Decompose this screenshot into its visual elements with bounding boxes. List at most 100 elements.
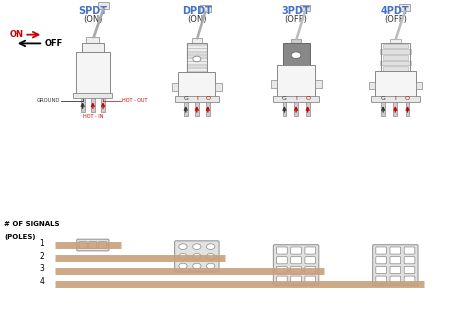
Text: I: I xyxy=(196,96,198,101)
Bar xyxy=(82,43,104,52)
Circle shape xyxy=(192,263,201,269)
Circle shape xyxy=(207,254,215,259)
Bar xyxy=(178,72,215,99)
FancyBboxPatch shape xyxy=(174,241,219,272)
Text: DPDT: DPDT xyxy=(182,6,212,16)
FancyBboxPatch shape xyxy=(276,247,287,254)
Text: (POLES): (POLES) xyxy=(4,234,36,240)
Bar xyxy=(175,97,219,102)
FancyBboxPatch shape xyxy=(276,257,287,264)
Text: ON: ON xyxy=(9,30,23,39)
Bar xyxy=(406,102,410,115)
Bar xyxy=(291,39,301,43)
Text: HOT - OUT: HOT - OUT xyxy=(122,98,147,103)
Bar xyxy=(206,102,210,115)
Bar xyxy=(81,98,84,112)
Circle shape xyxy=(192,254,201,259)
Bar xyxy=(187,45,207,46)
Bar xyxy=(200,5,210,12)
Text: HOT - IN: HOT - IN xyxy=(82,114,103,119)
Bar xyxy=(369,82,375,89)
Bar xyxy=(187,43,207,72)
Bar xyxy=(283,102,286,115)
FancyBboxPatch shape xyxy=(404,266,415,274)
FancyBboxPatch shape xyxy=(305,276,316,283)
FancyBboxPatch shape xyxy=(305,257,316,264)
Text: # OF SIGNALS: # OF SIGNALS xyxy=(4,221,60,227)
Bar xyxy=(184,102,188,115)
Bar xyxy=(375,71,416,99)
Bar xyxy=(393,102,397,115)
Bar xyxy=(316,80,321,87)
FancyBboxPatch shape xyxy=(404,257,415,264)
Bar xyxy=(416,82,422,89)
Bar xyxy=(380,61,411,65)
Bar xyxy=(277,65,316,99)
Circle shape xyxy=(207,244,215,250)
Text: 3PDT: 3PDT xyxy=(282,6,310,16)
Circle shape xyxy=(179,263,187,269)
FancyBboxPatch shape xyxy=(305,266,316,274)
Bar xyxy=(187,61,207,62)
FancyBboxPatch shape xyxy=(291,257,301,264)
Bar xyxy=(381,43,410,71)
Text: 4: 4 xyxy=(39,278,44,286)
FancyBboxPatch shape xyxy=(276,266,287,274)
Bar xyxy=(187,67,207,69)
Text: I: I xyxy=(295,96,297,101)
Bar xyxy=(271,80,277,87)
FancyBboxPatch shape xyxy=(291,247,301,254)
Bar xyxy=(390,39,401,43)
Bar xyxy=(91,98,95,112)
FancyBboxPatch shape xyxy=(376,247,386,254)
Text: (ON): (ON) xyxy=(187,15,207,24)
Text: (OFF): (OFF) xyxy=(285,15,308,24)
Text: (OFF): (OFF) xyxy=(384,15,407,24)
Bar xyxy=(195,102,199,115)
Bar xyxy=(187,51,207,53)
Bar xyxy=(73,94,112,98)
Text: (ON): (ON) xyxy=(83,15,102,24)
Circle shape xyxy=(207,263,215,269)
Text: 2: 2 xyxy=(39,252,44,261)
FancyBboxPatch shape xyxy=(376,266,386,274)
FancyBboxPatch shape xyxy=(99,241,107,249)
Bar xyxy=(187,54,207,56)
Bar xyxy=(300,5,310,11)
Text: G: G xyxy=(381,96,385,101)
Text: I: I xyxy=(394,96,396,101)
Bar xyxy=(273,97,319,102)
FancyBboxPatch shape xyxy=(373,245,418,285)
Bar xyxy=(381,102,385,115)
Bar xyxy=(86,37,100,43)
Text: 1: 1 xyxy=(39,239,44,248)
FancyBboxPatch shape xyxy=(390,247,401,254)
Bar xyxy=(383,55,408,60)
Bar xyxy=(383,44,408,48)
Bar xyxy=(283,43,310,65)
Text: 3: 3 xyxy=(39,265,44,273)
FancyBboxPatch shape xyxy=(89,241,97,249)
Text: GROUND: GROUND xyxy=(37,98,60,103)
FancyBboxPatch shape xyxy=(79,241,87,249)
Bar xyxy=(306,102,310,115)
FancyBboxPatch shape xyxy=(77,239,109,251)
FancyBboxPatch shape xyxy=(404,247,415,254)
Bar xyxy=(187,48,207,49)
Circle shape xyxy=(192,244,201,250)
Text: G: G xyxy=(183,96,188,101)
Circle shape xyxy=(179,244,187,250)
FancyBboxPatch shape xyxy=(390,257,401,264)
Bar xyxy=(187,64,207,66)
FancyBboxPatch shape xyxy=(390,276,401,283)
FancyBboxPatch shape xyxy=(273,245,319,285)
FancyBboxPatch shape xyxy=(291,266,301,274)
Text: O: O xyxy=(405,96,410,101)
Text: G: G xyxy=(282,96,287,101)
Text: 4PDT: 4PDT xyxy=(381,6,410,16)
Bar xyxy=(371,97,419,102)
Bar xyxy=(76,52,110,96)
Text: O: O xyxy=(305,96,310,101)
Bar xyxy=(187,58,207,59)
FancyBboxPatch shape xyxy=(376,257,386,264)
